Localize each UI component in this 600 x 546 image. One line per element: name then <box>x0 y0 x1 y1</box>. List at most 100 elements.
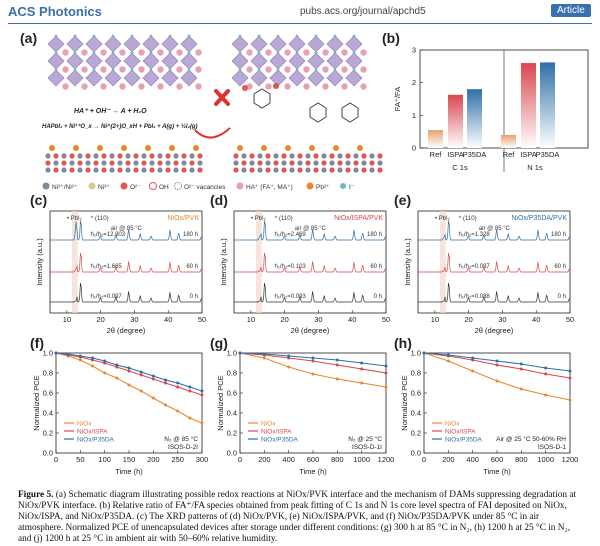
xrd-trace <box>234 283 387 303</box>
nio-atom <box>133 153 139 159</box>
octahedron <box>47 52 65 70</box>
plot-frame <box>417 210 571 314</box>
xrd-trace <box>234 253 387 273</box>
panel-sample-title: NiOx/P35DA/PVK <box>511 215 567 222</box>
iodide-sphere <box>149 68 153 72</box>
octahedron <box>123 69 141 87</box>
pb-atom <box>309 145 315 151</box>
octahedron <box>269 35 287 53</box>
x-tick-label: 1000 <box>353 455 370 464</box>
bar-category-label: ISPA <box>520 150 537 159</box>
data-point <box>360 361 364 365</box>
octahedron <box>326 35 344 53</box>
data-point <box>91 356 94 360</box>
panel-c-xrd-chart: h₁/h₂=0.097 0 h h₁/h₂=1.665 60 h h₁/h₂=12.90… <box>35 210 206 335</box>
nio-atom <box>337 160 343 166</box>
octahedron <box>66 69 84 87</box>
nio-atom <box>233 160 239 166</box>
data-point <box>495 359 499 363</box>
x-tick-label: 50 <box>198 315 206 324</box>
octahedron <box>123 35 141 53</box>
iodide-sphere <box>238 68 242 72</box>
y-axis-label: Intensity (a.u.) <box>403 238 412 286</box>
bar-category-label: Ref <box>503 150 516 159</box>
x-tick-label: 1000 <box>537 455 554 464</box>
x-tick-label: 600 <box>307 455 320 464</box>
cation-sphere <box>62 66 69 73</box>
x-tick-label: 250 <box>171 455 184 464</box>
data-point <box>115 376 119 380</box>
pb-legend-icon <box>306 182 314 190</box>
bar <box>521 63 536 148</box>
right-nio-layer <box>233 145 383 173</box>
x-tick-label: 400 <box>282 455 295 464</box>
nio-atom <box>45 167 51 173</box>
nio-atom <box>69 153 75 159</box>
pb-atom <box>333 145 339 151</box>
legend-label: NiOx/P35DA <box>261 437 299 444</box>
peak-highlight-band <box>439 211 446 313</box>
data-point <box>164 378 167 382</box>
ni-legend-icon <box>42 182 50 190</box>
y-tick-label: 0.8 <box>227 369 237 378</box>
data-point <box>287 354 291 358</box>
nio-atom <box>273 160 279 166</box>
molecule-ring <box>253 88 271 109</box>
panel-label-e: (e) <box>394 192 412 208</box>
octahedron <box>142 52 160 70</box>
cross-mark-icon <box>214 89 230 106</box>
panel-e-xrd-chart: h₁/h₂=0.088 0 h h₁/h₂=0.097 60 h h₁/h₂=1.328… <box>403 210 574 335</box>
cation-sphere <box>176 83 183 90</box>
group-label: C 1s <box>452 163 468 172</box>
bar-category-label: P35DA <box>536 150 560 159</box>
iodide-sphere <box>73 51 77 55</box>
nio-atom <box>249 167 255 173</box>
nio-atom <box>361 160 367 166</box>
data-point <box>164 381 167 385</box>
panel-label-d: (d) <box>210 192 228 208</box>
cation-sphere <box>81 49 88 56</box>
cation-sphere <box>322 66 329 73</box>
y-tick-label: 1.0 <box>43 349 53 358</box>
iodide-sphere <box>168 51 172 55</box>
octahedron <box>161 52 179 70</box>
octahedron <box>142 35 160 53</box>
nio-atom <box>289 153 295 159</box>
data-point <box>200 389 204 393</box>
journal-url[interactable]: pubs.acs.org/journal/apchd5 <box>300 6 426 17</box>
nio-atom <box>53 167 59 173</box>
data-point <box>544 393 548 397</box>
nio-atom <box>69 160 75 166</box>
data-point <box>471 356 475 360</box>
octahedron <box>250 35 268 53</box>
legend-iodide: I⁻ <box>349 184 355 191</box>
figure-caption: Figure 5. (a) Schematic diagram illustra… <box>18 490 584 545</box>
octahedron <box>231 69 249 87</box>
nio-atom <box>157 167 163 173</box>
journal-header: ACS Photonics pubs.acs.org/journal/apchd… <box>0 0 600 24</box>
y-tick-label: 0.6 <box>43 389 53 398</box>
molecule-ring <box>341 102 359 123</box>
legend-label: NiOx <box>77 421 92 428</box>
nio-atom <box>337 153 343 159</box>
nio-atom <box>181 160 187 166</box>
nio-atom <box>249 160 255 166</box>
nio-atom <box>61 167 67 173</box>
legend-ha: HA⁺ (FA⁺, MA⁺) <box>246 184 293 191</box>
molecule-ring <box>309 102 327 123</box>
data-point <box>311 372 315 376</box>
bar <box>501 134 516 148</box>
iodide-sphere <box>333 34 337 38</box>
nio-atom <box>313 167 319 173</box>
x-axis-label: Time (h) <box>299 467 327 476</box>
y-axis-label: Normalized PCE <box>216 375 225 430</box>
journal-name: ACS Photonics <box>8 4 102 19</box>
molecule-sketch <box>242 83 359 123</box>
cation-sphere <box>157 66 164 73</box>
nio-atom <box>289 160 295 166</box>
x-tick-label: 40 <box>164 315 172 324</box>
cation-sphere <box>157 83 164 90</box>
nio-atom <box>377 160 383 166</box>
cation-sphere <box>265 83 272 90</box>
data-point <box>127 369 131 373</box>
